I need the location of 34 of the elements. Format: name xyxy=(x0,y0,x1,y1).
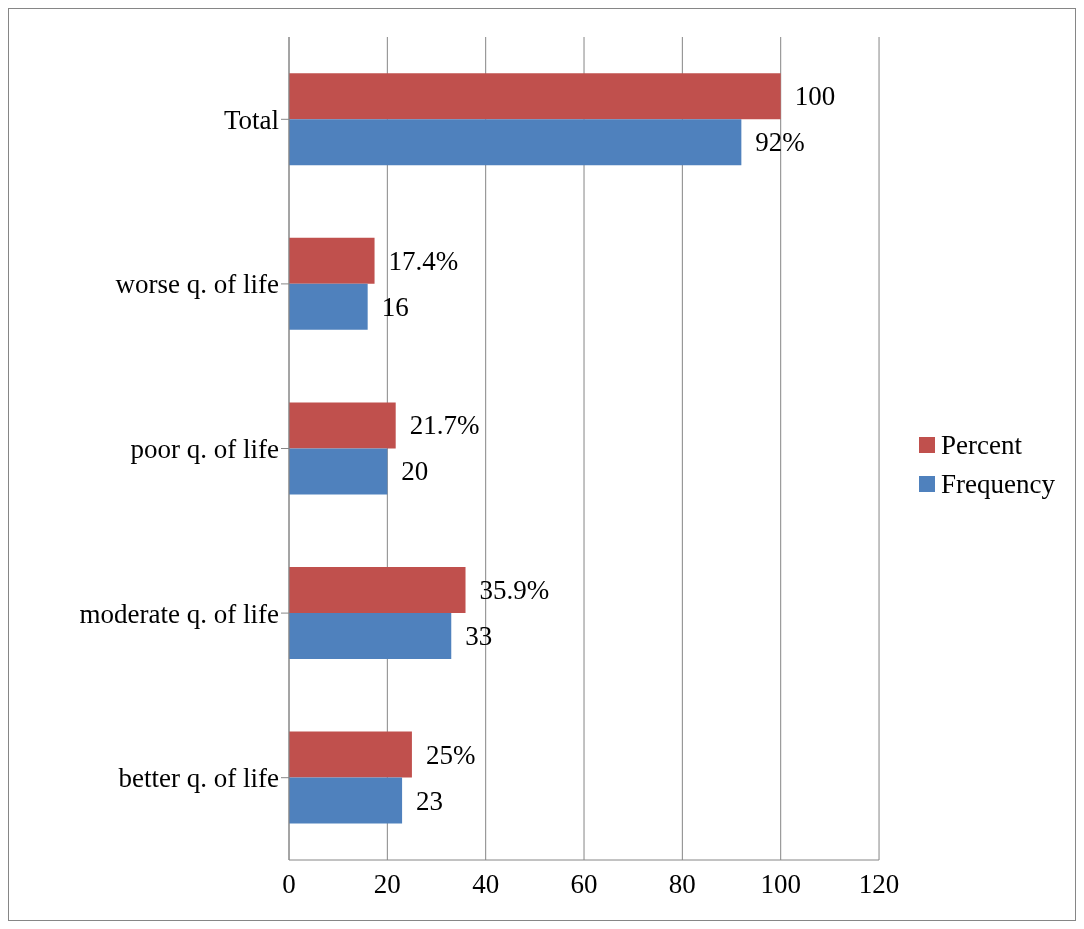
data-label: 17.4% xyxy=(388,245,459,276)
y-tick-label: moderate q. of life xyxy=(79,598,280,629)
bar xyxy=(289,119,742,166)
x-tick-label: 0 xyxy=(282,869,296,900)
x-tick-label: 60 xyxy=(570,869,598,900)
y-tick-label: worse q. of life xyxy=(115,269,280,300)
data-label: 21.7% xyxy=(409,410,480,441)
legend-label: Percent xyxy=(941,429,1022,461)
bar xyxy=(289,402,396,449)
data-label: 20 xyxy=(401,456,429,487)
bar xyxy=(289,777,403,824)
x-tick-label: 20 xyxy=(373,869,401,900)
data-label: 33 xyxy=(465,621,493,652)
y-tick-label: Total xyxy=(223,104,279,135)
bar xyxy=(289,448,388,495)
data-label: 23 xyxy=(416,785,444,816)
bar xyxy=(289,283,368,330)
x-tick-label: 120 xyxy=(858,869,900,900)
x-tick-label: 40 xyxy=(472,869,500,900)
data-label: 100 xyxy=(794,81,836,112)
bar xyxy=(289,237,375,284)
bar xyxy=(289,731,412,778)
x-tick-label: 80 xyxy=(668,869,696,900)
bar xyxy=(289,613,452,660)
bar xyxy=(289,73,781,120)
y-tick-label: better q. of life xyxy=(118,763,280,794)
data-label: 35.9% xyxy=(479,575,550,606)
data-label: 16 xyxy=(381,291,409,322)
data-label: 92% xyxy=(755,127,805,158)
bar xyxy=(289,567,466,614)
legend-label: Frequency xyxy=(941,468,1055,500)
y-tick-label: poor q. of life xyxy=(130,434,280,465)
x-tick-label: 100 xyxy=(760,869,801,900)
data-label: 25% xyxy=(425,739,476,770)
